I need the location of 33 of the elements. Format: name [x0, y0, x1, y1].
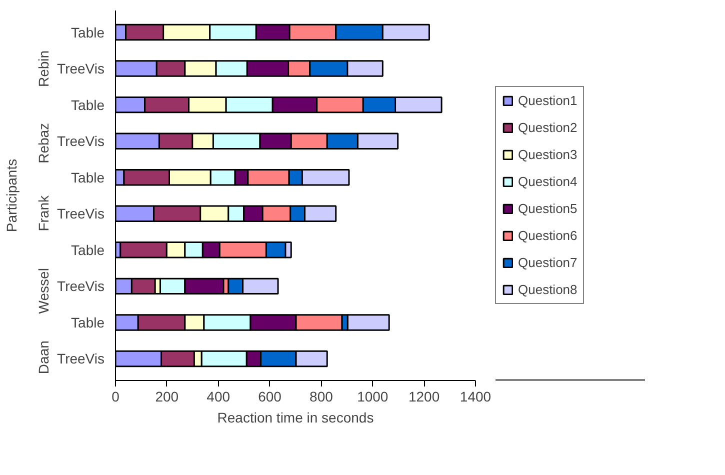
- y-tick-label: Table: [71, 96, 105, 113]
- legend-label: Question8: [518, 282, 578, 297]
- x-tick-label: 800: [310, 388, 334, 404]
- y-tick-label: TreeVis: [57, 278, 105, 294]
- legend-label: Question1: [518, 93, 578, 108]
- text: Daan: [36, 340, 52, 374]
- y-tick-label: TreeVis: [57, 350, 105, 367]
- legend-label: Question5: [518, 201, 578, 216]
- legend-label: Question6: [518, 228, 578, 243]
- text: Rebaz: [36, 122, 52, 164]
- legend-label: Question2: [518, 120, 578, 135]
- y-tick-label: TreeVis: [57, 206, 105, 222]
- text: Frank: [36, 194, 52, 232]
- y-tick-label: Table: [71, 242, 105, 258]
- y-tick-label: Table: [71, 169, 105, 186]
- legend-label: Question3: [518, 147, 578, 162]
- x-tick-label: 1200: [408, 388, 440, 404]
- y-tick-label: TreeVis: [57, 60, 105, 77]
- y-tick-label: Table: [71, 24, 105, 40]
- x-tick-label: 200: [155, 388, 179, 404]
- y-tick-label: TreeVis: [57, 133, 105, 150]
- x-tick-label: 1400: [460, 388, 492, 404]
- x-tick-label: 1000: [357, 388, 388, 404]
- legend-label: Question4: [518, 174, 578, 189]
- y-axis-title: Participants: [4, 158, 20, 232]
- y-tick-label: Table: [71, 314, 105, 330]
- text: Wessel: [36, 268, 52, 314]
- text: Rebin: [36, 50, 52, 87]
- legend-label: Question7: [518, 255, 578, 270]
- x-tick-label: 600: [258, 388, 282, 404]
- x-axis-title: Reaction time in seconds: [217, 410, 374, 426]
- x-tick-label: 400: [206, 388, 230, 404]
- x-tick-label: 0: [112, 388, 120, 404]
